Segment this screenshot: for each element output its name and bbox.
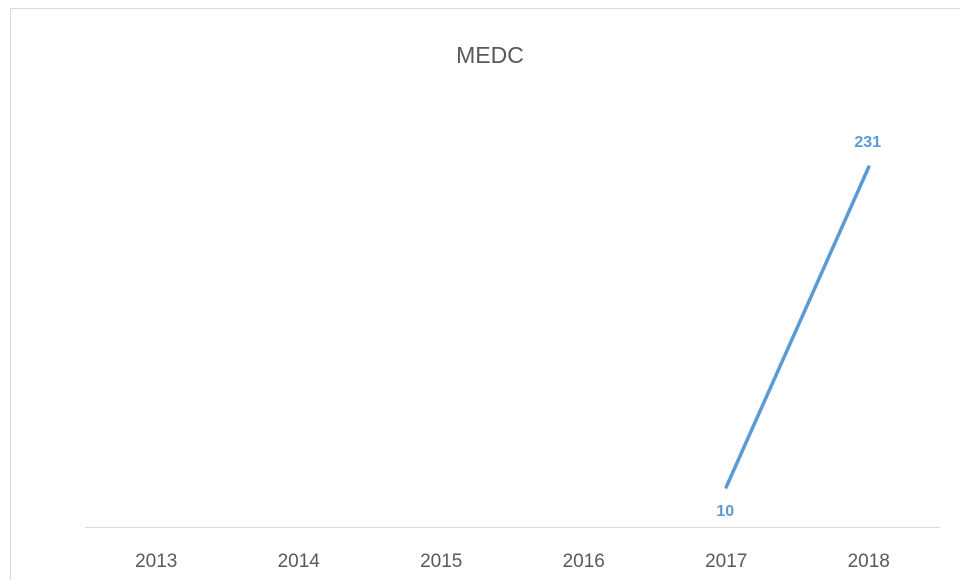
x-tick-label: 2016 — [563, 551, 605, 572]
data-label: 231 — [854, 134, 881, 151]
data-label: 10 — [716, 503, 734, 520]
x-tick-label: 2013 — [135, 551, 177, 572]
x-tick-label: 2017 — [705, 551, 747, 572]
chart-title: MEDC — [456, 42, 524, 68]
x-tick-label: 2015 — [420, 551, 462, 572]
data-line — [724, 165, 871, 489]
x-tick-label: 2018 — [848, 551, 890, 572]
chart-frame — [10, 8, 960, 580]
x-tick-label: 2014 — [278, 551, 321, 572]
